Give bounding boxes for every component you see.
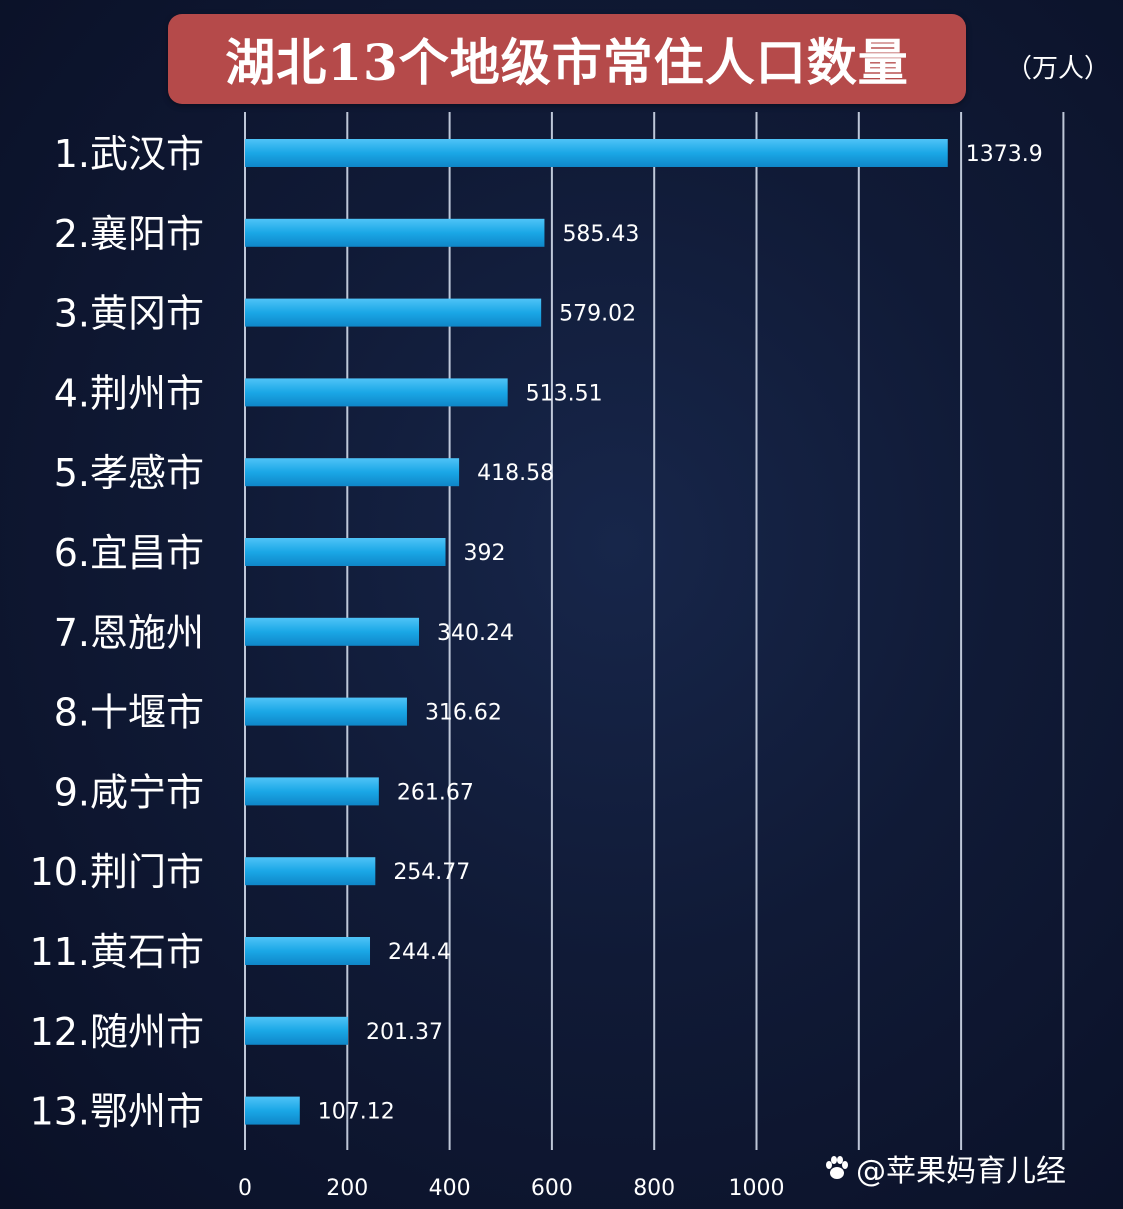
category-label: 9.咸宁市	[54, 770, 204, 814]
value-label: 513.51	[526, 381, 603, 406]
paw-icon	[826, 1156, 848, 1179]
unit-label: （万人）	[1006, 54, 1111, 84]
value-label: 1373.9	[966, 142, 1043, 167]
value-label: 107.12	[318, 1100, 395, 1125]
bar	[245, 1016, 349, 1045]
category-label: 3.黄冈市	[54, 292, 204, 336]
category-label: 2.襄阳市	[54, 212, 204, 256]
value-label: 340.24	[437, 621, 514, 646]
value-label: 316.62	[425, 701, 502, 726]
x-tick-label: 0	[238, 1176, 252, 1201]
value-label: 244.4	[388, 940, 451, 965]
bar	[245, 937, 371, 965]
x-tick-label: 200	[326, 1176, 368, 1201]
bar	[245, 378, 508, 407]
value-label: 261.67	[397, 780, 474, 805]
x-tick-label: 600	[531, 1176, 573, 1201]
x-tick-label: 1000	[729, 1176, 785, 1201]
chart-title: 湖北13个地级市常住人口数量	[225, 33, 909, 92]
value-label: 418.58	[477, 461, 554, 486]
category-label: 12.随州市	[30, 1010, 204, 1054]
category-label: 7.恩施州	[54, 611, 204, 655]
bar	[245, 458, 460, 487]
category-label: 1.武汉市	[54, 132, 204, 176]
bar	[245, 298, 542, 327]
category-label: 13.鄂州市	[30, 1090, 204, 1134]
bar	[245, 1096, 300, 1125]
value-label: 585.43	[562, 222, 639, 247]
watermark: @苹果妈育儿经	[822, 1146, 1066, 1190]
category-label: 8.十堰市	[54, 691, 204, 735]
chart-title-box: 湖北13个地级市常住人口数量	[168, 14, 966, 104]
category-label: 11.黄石市	[30, 930, 204, 974]
bar	[245, 538, 446, 566]
category-label: 5.孝感市	[54, 451, 204, 495]
value-label: 579.02	[559, 302, 636, 327]
category-label: 6.宜昌市	[54, 531, 204, 575]
bar	[245, 857, 376, 886]
bar	[245, 139, 948, 167]
x-tick-label: 400	[429, 1176, 471, 1201]
value-label: 201.37	[366, 1020, 443, 1045]
category-label: 10.荆门市	[30, 850, 204, 894]
bar	[245, 697, 407, 726]
value-label: 392	[464, 541, 506, 566]
watermark-text: @苹果妈育儿经	[856, 1154, 1066, 1189]
x-tick-label: 800	[633, 1176, 675, 1201]
bar	[245, 218, 545, 247]
bar	[245, 777, 379, 806]
value-label: 254.77	[393, 860, 470, 885]
bar	[245, 617, 420, 646]
category-label: 4.荆州市	[54, 371, 204, 415]
